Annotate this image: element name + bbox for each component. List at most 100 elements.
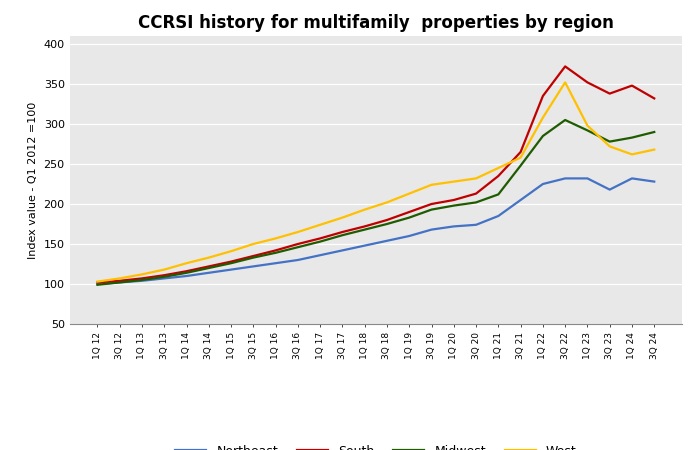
Title: CCRSI history for multifamily  properties by region: CCRSI history for multifamily properties… <box>138 14 614 32</box>
South <box>383 217 391 223</box>
Northeast <box>516 197 525 202</box>
South <box>650 96 658 101</box>
West <box>516 155 525 160</box>
South <box>205 264 213 269</box>
South <box>249 253 258 259</box>
Northeast <box>650 179 658 184</box>
South <box>93 280 102 285</box>
West <box>405 191 413 196</box>
Northeast <box>405 233 413 238</box>
West <box>294 230 302 235</box>
Northeast <box>316 252 324 258</box>
Midwest <box>405 215 413 220</box>
South <box>316 236 324 241</box>
South <box>116 278 124 284</box>
South <box>405 209 413 215</box>
Midwest <box>271 250 280 256</box>
West <box>450 179 458 184</box>
Midwest <box>160 274 168 279</box>
West <box>383 200 391 205</box>
Northeast <box>494 213 503 219</box>
Northeast <box>539 181 547 187</box>
South <box>583 80 592 85</box>
West <box>138 272 146 277</box>
Midwest <box>361 227 369 232</box>
South <box>628 83 636 88</box>
Line: Midwest: Midwest <box>97 120 654 285</box>
South <box>338 230 347 235</box>
West <box>249 241 258 247</box>
Midwest <box>138 277 146 283</box>
South <box>361 224 369 229</box>
Midwest <box>249 255 258 260</box>
Midwest <box>539 133 547 139</box>
South <box>539 93 547 99</box>
Northeast <box>561 176 569 181</box>
Northeast <box>294 257 302 263</box>
South <box>450 197 458 202</box>
South <box>561 64 569 69</box>
West <box>361 207 369 212</box>
Northeast <box>138 278 146 284</box>
Midwest <box>472 200 480 205</box>
Midwest <box>650 129 658 135</box>
West <box>539 115 547 120</box>
South <box>182 269 191 274</box>
Midwest <box>316 239 324 244</box>
Line: South: South <box>97 67 654 283</box>
South <box>138 276 146 281</box>
South <box>294 241 302 247</box>
West <box>182 261 191 266</box>
West <box>271 236 280 241</box>
Northeast <box>227 267 235 272</box>
Northeast <box>116 280 124 285</box>
Midwest <box>628 135 636 140</box>
West <box>227 248 235 254</box>
Northeast <box>338 248 347 253</box>
Midwest <box>494 192 503 197</box>
West <box>606 144 614 149</box>
Midwest <box>427 207 436 212</box>
Midwest <box>450 203 458 208</box>
West <box>472 176 480 181</box>
West <box>93 279 102 284</box>
West <box>494 165 503 171</box>
South <box>472 191 480 196</box>
Line: Northeast: Northeast <box>97 178 654 284</box>
Midwest <box>338 233 347 238</box>
Northeast <box>606 187 614 192</box>
Midwest <box>182 270 191 275</box>
Midwest <box>227 261 235 266</box>
Legend: Northeast, South, Midwest, West: Northeast, South, Midwest, West <box>170 440 582 450</box>
Northeast <box>450 224 458 229</box>
Northeast <box>182 273 191 279</box>
South <box>516 149 525 155</box>
Northeast <box>427 227 436 232</box>
Y-axis label: Index value - Q1 2012 =100: Index value - Q1 2012 =100 <box>28 101 38 259</box>
Northeast <box>93 281 102 287</box>
Northeast <box>271 261 280 266</box>
Northeast <box>472 222 480 228</box>
Midwest <box>383 221 391 227</box>
Northeast <box>249 264 258 269</box>
South <box>494 173 503 179</box>
Northeast <box>583 176 592 181</box>
Northeast <box>205 270 213 275</box>
South <box>427 201 436 207</box>
West <box>205 255 213 260</box>
South <box>606 91 614 96</box>
Midwest <box>606 139 614 144</box>
West <box>650 147 658 152</box>
West <box>427 182 436 188</box>
Midwest <box>93 282 102 288</box>
Northeast <box>628 176 636 181</box>
West <box>628 152 636 157</box>
Midwest <box>516 163 525 168</box>
Northeast <box>361 243 369 248</box>
Northeast <box>160 276 168 281</box>
Midwest <box>294 244 302 250</box>
Midwest <box>561 117 569 123</box>
West <box>316 222 324 228</box>
West <box>583 123 592 128</box>
West <box>338 215 347 220</box>
